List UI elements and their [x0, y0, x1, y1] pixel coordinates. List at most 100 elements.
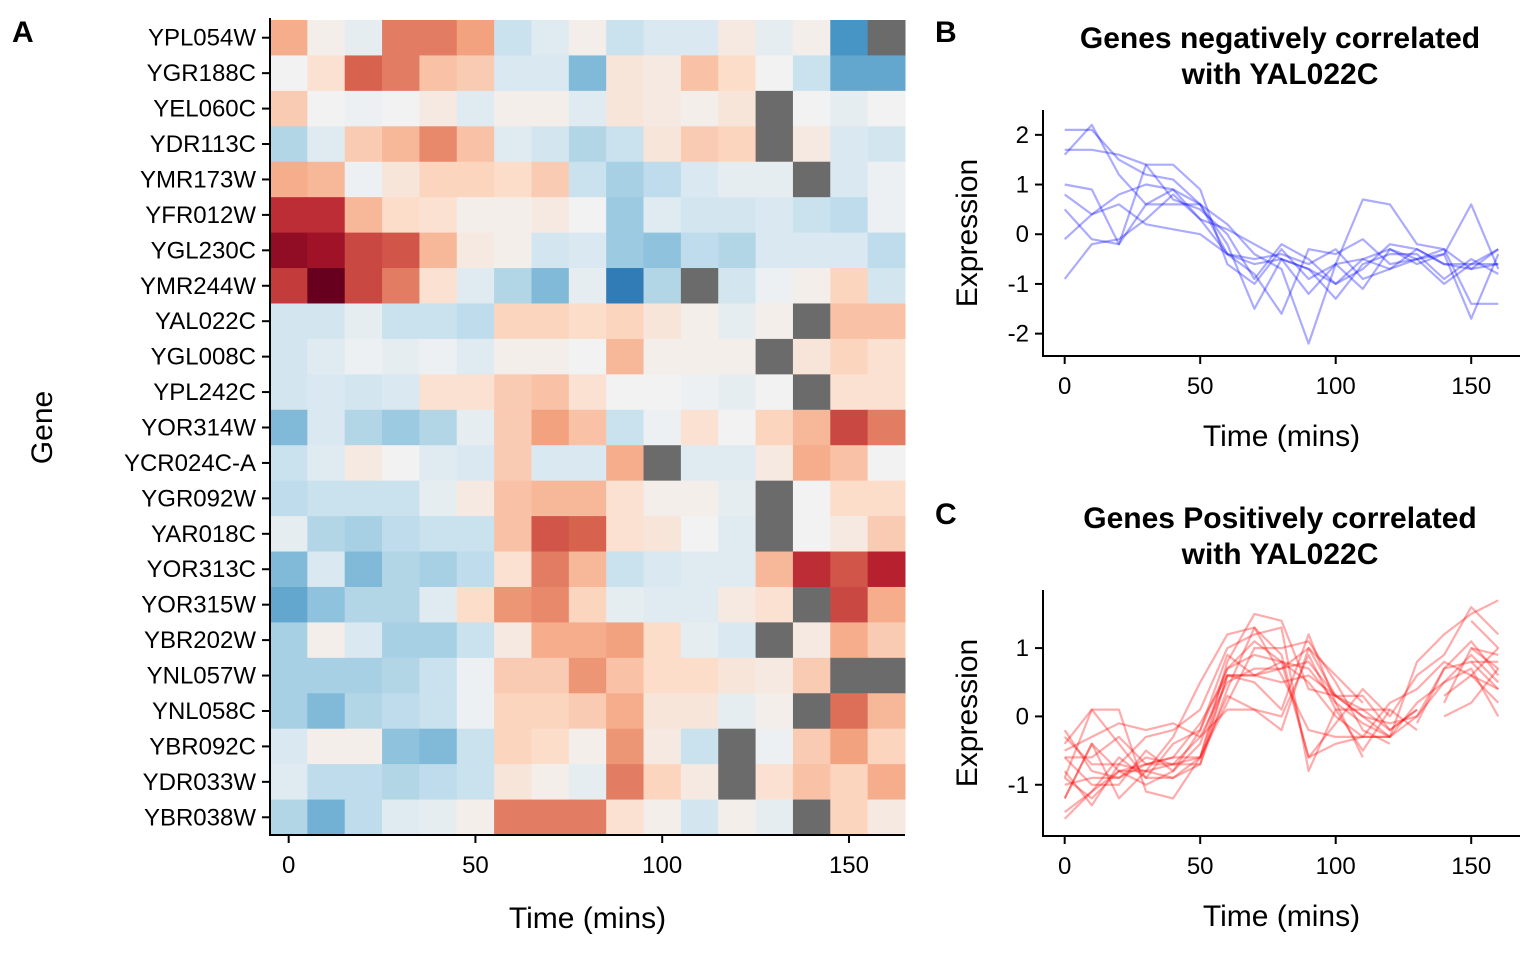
panel-a-x-axis-title: Time (mins) — [509, 902, 666, 935]
heatmap-cell — [568, 657, 607, 694]
heatmap-cell — [270, 20, 308, 56]
heatmap-cell — [680, 232, 719, 269]
heatmap-cell — [792, 409, 831, 446]
heatmap-cell — [643, 586, 682, 623]
heatmap-cell — [344, 374, 383, 411]
heatmap-cell — [419, 338, 458, 375]
heatmap-cell — [606, 551, 645, 588]
heatmap-cell — [494, 126, 532, 163]
heatmap-cell — [755, 232, 794, 269]
heatmap-cell — [270, 232, 308, 269]
heatmap-cell — [494, 586, 532, 623]
heatmap-cell — [792, 338, 831, 375]
heatmap-cell — [382, 586, 420, 623]
y-tick-label: 0 — [1016, 221, 1029, 248]
heatmap-cell — [568, 586, 607, 623]
heatmap-cell — [830, 764, 869, 801]
heatmap-cell — [606, 480, 645, 517]
heatmap-cell — [456, 303, 495, 340]
heatmap-cell — [382, 764, 420, 801]
heatmap-cell — [456, 232, 495, 269]
heatmap-cell — [867, 693, 906, 730]
heatmap-cell — [307, 232, 346, 269]
heatmap-cell — [419, 657, 458, 694]
heatmap-cell — [755, 303, 794, 340]
heatmap-cell — [718, 693, 757, 730]
heatmap-cell — [494, 55, 532, 92]
heatmap-cell — [568, 55, 607, 92]
heatmap-cell — [419, 268, 458, 304]
gene-tick-label: YBR038W — [144, 804, 256, 831]
heatmap-cell — [867, 90, 906, 127]
heatmap-cell — [270, 303, 308, 340]
x-tick-label: 100 — [1316, 373, 1356, 400]
heatmap-cell — [755, 516, 794, 553]
heatmap-cell — [792, 268, 831, 304]
heatmap-cell — [531, 693, 570, 730]
heatmap-cell — [606, 622, 645, 659]
gene-tick-label: YPL054W — [148, 25, 256, 52]
heatmap-cell — [867, 338, 906, 375]
heatmap-axes: 0 50 100 150 — [262, 18, 905, 879]
panel-b-x-axis-title: Time (mins) — [1203, 420, 1360, 453]
gene-tick-label: YAR018C — [151, 521, 256, 548]
panel-b-axes: -2 -1 0 1 2 0 50 100 150 — [1008, 110, 1520, 400]
heatmap-cell — [568, 551, 607, 588]
heatmap-cell — [419, 303, 458, 340]
series-line — [1064, 660, 1500, 786]
heatmap-cell — [680, 161, 719, 198]
heatmap-cell — [867, 657, 906, 694]
heatmap-cell — [792, 445, 831, 482]
heatmap-cell — [419, 374, 458, 411]
gene-tick-label: YMR244W — [140, 273, 256, 300]
heatmap-cell — [344, 764, 383, 801]
gene-tick-label: YNL057W — [147, 663, 257, 690]
heatmap-cell — [792, 303, 831, 340]
heatmap-cell — [606, 764, 645, 801]
heatmap-cell — [307, 268, 346, 304]
x-tick-label: 100 — [642, 852, 682, 879]
heatmap-cell — [382, 20, 420, 56]
heatmap-cell — [382, 799, 420, 836]
heatmap-cell — [755, 799, 794, 836]
series-line — [1064, 653, 1499, 752]
title-line: Genes negatively correlated — [1080, 22, 1480, 55]
heatmap-cell — [382, 445, 420, 482]
heatmap-cell — [531, 126, 570, 163]
heatmap-cell — [344, 161, 383, 198]
heatmap-cell — [494, 232, 532, 269]
heatmap-cell — [867, 20, 906, 56]
heatmap-cell — [494, 374, 532, 411]
heatmap-cell — [680, 799, 719, 836]
heatmap-cell — [456, 480, 495, 517]
x-tick-label: 150 — [1451, 373, 1491, 400]
heatmap-cell — [680, 90, 719, 127]
heatmap-cell — [419, 20, 458, 56]
heatmap-cell — [494, 445, 532, 482]
heatmap-cell — [531, 586, 570, 623]
heatmap-cell — [606, 516, 645, 553]
heatmap-cell — [680, 693, 719, 730]
heatmap-cell — [568, 161, 607, 198]
heatmap-cell — [568, 409, 607, 446]
heatmap-cell — [419, 232, 458, 269]
heatmap-cell — [755, 268, 794, 304]
heatmap-cell — [830, 516, 869, 553]
series-line — [1063, 633, 1500, 800]
heatmap-cell — [867, 55, 906, 92]
series-line — [1063, 123, 1500, 345]
heatmap-cell — [307, 586, 346, 623]
heatmap-cell — [419, 126, 458, 163]
heatmap-cell — [755, 126, 794, 163]
x-tick-label: 0 — [282, 852, 295, 879]
heatmap-cell — [643, 409, 682, 446]
heatmap-cell — [680, 55, 719, 92]
heatmap-cell — [830, 197, 869, 234]
heatmap-cell — [830, 55, 869, 92]
heatmap-cell — [568, 197, 607, 234]
heatmap-cell — [568, 799, 607, 836]
heatmap-cell — [643, 268, 682, 304]
heatmap-cell — [643, 90, 682, 127]
heatmap-cell — [382, 338, 420, 375]
heatmap-cell — [606, 445, 645, 482]
